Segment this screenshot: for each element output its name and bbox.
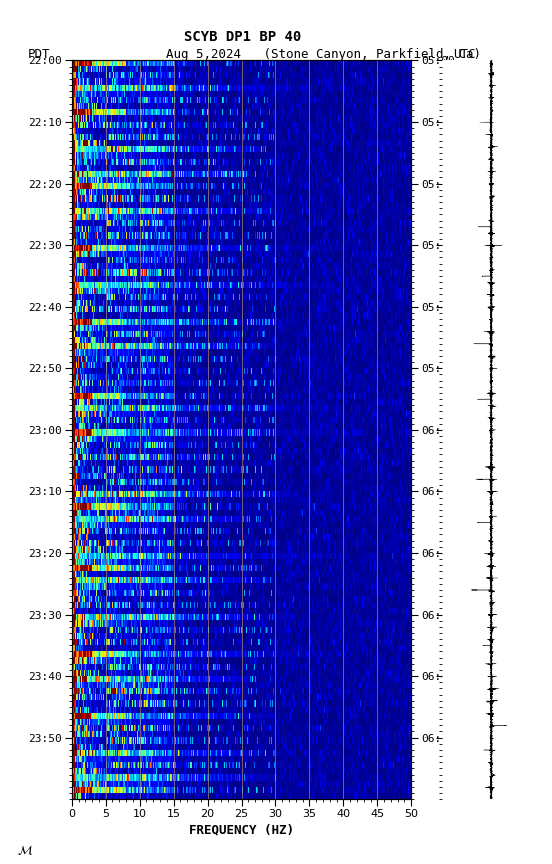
Text: $\mathcal{M}$: $\mathcal{M}$	[17, 843, 33, 857]
X-axis label: FREQUENCY (HZ): FREQUENCY (HZ)	[189, 823, 294, 836]
Text: UTC: UTC	[453, 48, 475, 60]
Text: Aug 5,2024   (Stone Canyon, Parkfield, Ca): Aug 5,2024 (Stone Canyon, Parkfield, Ca)	[166, 48, 481, 60]
Text: PDT: PDT	[28, 48, 50, 60]
Text: SCYB DP1 BP 40: SCYB DP1 BP 40	[184, 30, 301, 44]
